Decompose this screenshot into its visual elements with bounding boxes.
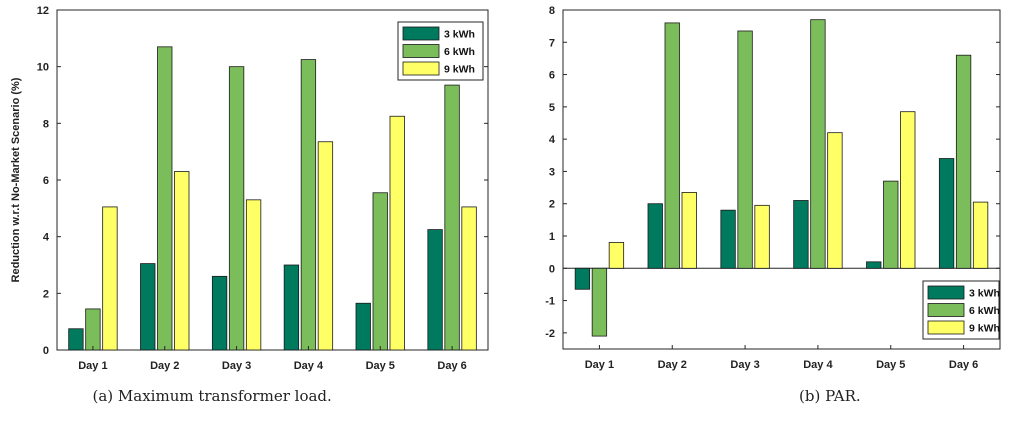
chart2-y-tick-label: -1 <box>545 296 555 308</box>
chart2-bar-9kWh-6 <box>972 201 989 269</box>
chart1-bar-9kWh-6 <box>461 206 477 351</box>
chart1-legend-label-6kWh: 6 kWh <box>444 46 475 58</box>
chart2-y-tick-label: 2 <box>549 199 555 211</box>
chart2-bar-6kWh-1 <box>591 267 608 337</box>
chart2-bar-3kWh-2 <box>647 203 663 269</box>
chart1-y-tick-label: 4 <box>43 232 50 244</box>
chart2-legend-swatch-9kWh <box>927 320 965 335</box>
chart2-bar-3kWh-3 <box>720 209 736 269</box>
chart1-legend-label-9kWh: 9 kWh <box>444 64 475 76</box>
chart1-x-tick-label: Day 2 <box>150 360 179 372</box>
chart2-legend-swatch-3kWh <box>927 285 965 300</box>
chart1-bar-9kWh-3 <box>245 199 262 351</box>
chart1-bar-9kWh-4 <box>317 141 334 351</box>
chart2-y-tick-label: 4 <box>549 134 556 146</box>
chart1-y-axis-label: Reduction w.r.t No-Market Scenario (%) <box>10 77 22 282</box>
chart2-bar-3kWh-1 <box>574 267 591 290</box>
chart1-y-tick-label: 8 <box>43 118 49 130</box>
chart2-x-tick-label: Day 3 <box>730 359 759 371</box>
chart1-x-tick-label: Day 1 <box>78 360 107 372</box>
chart2-bar-6kWh-3 <box>737 30 753 269</box>
chart2-x-tick-label: Day 5 <box>876 359 905 371</box>
chart2-y-tick-label: 8 <box>549 5 555 17</box>
chart1-x-tick-label: Day 6 <box>437 360 466 372</box>
chart1-bar-9kWh-1 <box>102 206 118 351</box>
chart1-legend-swatch-6kWh <box>402 44 440 58</box>
chart2-bar-9kWh-4 <box>827 132 843 269</box>
chart2-bar-6kWh-5 <box>883 180 899 269</box>
chart1-bar-3kWh-5 <box>355 302 371 351</box>
chart1-bar-9kWh-5 <box>389 115 405 351</box>
chart1-bar-6kWh-3 <box>228 66 245 351</box>
chart2-bar-3kWh-5 <box>866 261 882 269</box>
chart2-bar-3kWh-4 <box>793 200 809 269</box>
chart1-y-tick-label: 0 <box>43 345 49 357</box>
chart1-x-tick-label: Day 5 <box>366 360 395 372</box>
chart2-y-tick-label: 5 <box>549 102 555 114</box>
chart2-bar-9kWh-2 <box>681 192 697 269</box>
chart1-bar-6kWh-2 <box>157 46 173 351</box>
chart2-y-tick-label: 6 <box>549 70 555 82</box>
chart2-x-tick-label: Day 2 <box>658 359 687 371</box>
chart2-x-tick-label: Day 4 <box>803 359 833 371</box>
chart2-bar-9kWh-5 <box>900 111 916 269</box>
chart2-bar-6kWh-6 <box>955 54 972 269</box>
chart1-y-tick-label: 2 <box>43 288 49 300</box>
chart1-x-tick-label: Day 4 <box>294 360 324 372</box>
caption-a: (a) Maximum transformer load. <box>92 387 332 405</box>
chart1-bar-3kWh-1 <box>68 328 84 351</box>
chart2-y-tick-label: 1 <box>549 231 555 243</box>
chart1-bar-3kWh-6 <box>427 229 443 351</box>
chart2-y-tick-label: 7 <box>549 37 555 49</box>
chart1-y-tick-label: 6 <box>43 175 49 187</box>
chart1-bar-6kWh-6 <box>444 84 460 351</box>
chart1-x-tick-label: Day 3 <box>222 360 251 372</box>
chart2-bar-6kWh-4 <box>810 19 826 269</box>
chart2-bar-9kWh-1 <box>608 242 625 269</box>
chart1-bar-6kWh-4 <box>300 59 317 351</box>
caption-b: (b) PAR. <box>799 387 861 405</box>
chart2-legend-label-6kWh: 6 kWh <box>969 305 1000 317</box>
chart2-x-tick-label: Day 1 <box>585 359 614 371</box>
chart1-bar-9kWh-2 <box>174 171 190 351</box>
chart2-legend-swatch-6kWh <box>927 303 965 317</box>
chart1-y-tick-label: 10 <box>37 62 49 74</box>
chart1-bar-6kWh-1 <box>85 308 101 351</box>
chart1-legend-swatch-9kWh <box>402 61 440 76</box>
chart2-bar-6kWh-2 <box>664 22 680 269</box>
chart1-legend-label-3kWh: 3 kWh <box>444 29 475 41</box>
chart2-y-tick-label: 3 <box>549 166 555 178</box>
chart1-bar-3kWh-2 <box>140 263 156 351</box>
chart2-bar-3kWh-6 <box>938 158 955 269</box>
chart2-legend-label-3kWh: 3 kWh <box>969 288 1000 300</box>
chart1-y-tick-label: 12 <box>37 5 49 17</box>
chart2-y-tick-label: -2 <box>545 328 555 340</box>
chart2-x-tick-label: Day 6 <box>949 359 978 371</box>
chart1-bar-6kWh-5 <box>372 192 388 351</box>
chart2-y-tick-label: 0 <box>549 263 555 275</box>
chart1-bar-3kWh-4 <box>283 264 300 351</box>
chart1-bar-3kWh-3 <box>211 275 228 351</box>
chart2-bar-9kWh-3 <box>754 204 770 269</box>
chart1-legend-swatch-3kWh <box>402 26 440 41</box>
chart2-legend-label-9kWh: 9 kWh <box>969 323 1000 335</box>
